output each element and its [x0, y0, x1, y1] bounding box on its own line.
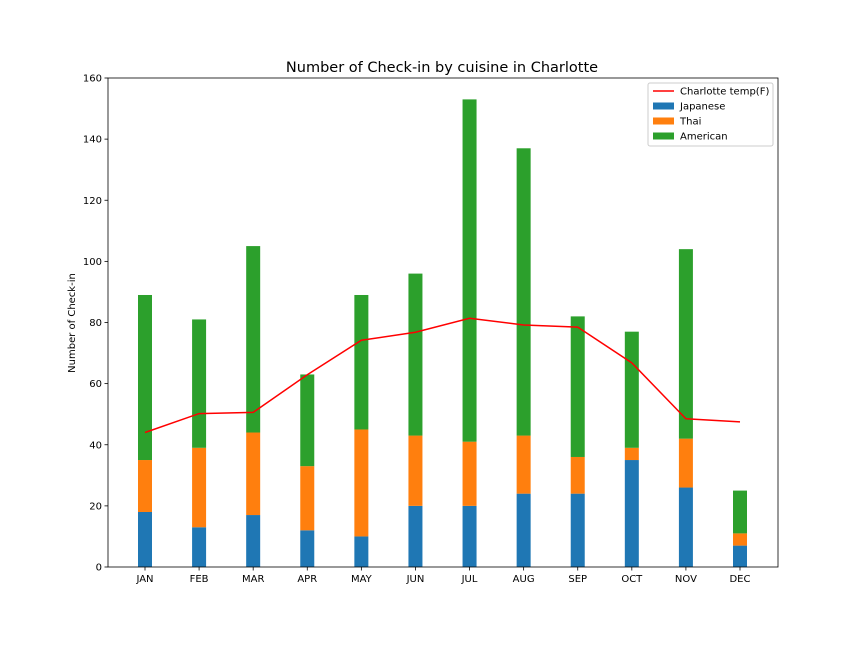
bar-japanese-oct — [624, 460, 639, 567]
bar-thai-feb — [192, 447, 207, 528]
legend-box — [647, 82, 774, 147]
y-tick-label: 80 — [89, 318, 102, 329]
bar-japanese-jan — [138, 511, 152, 567]
bar-japanese-sep — [570, 493, 585, 567]
x-tick-label-mar: MAR — [242, 574, 264, 585]
bar-american-feb — [192, 319, 207, 448]
bar-american-may — [354, 294, 369, 430]
bar-american-jul — [462, 99, 477, 442]
bar-american-apr — [300, 374, 315, 467]
plot-area — [138, 99, 747, 568]
bar-thai-dec — [733, 533, 747, 546]
bar-japanese-jul — [462, 505, 477, 568]
bar-thai-jun — [408, 435, 423, 506]
x-tick-label-may: MAY — [351, 574, 373, 585]
bar-american-dec — [733, 490, 747, 534]
bar-japanese-may — [354, 536, 369, 567]
bar-thai-apr — [300, 466, 315, 531]
legend-label-temp: Charlotte temp(F) — [680, 87, 769, 98]
y-tick-label: 160 — [83, 74, 102, 85]
x-tick-label-jan: JAN — [135, 574, 153, 585]
series-american — [138, 99, 747, 534]
bar-thai-aug — [516, 435, 531, 494]
legend-label-american: American — [680, 132, 728, 143]
x-tick-label-oct: OCT — [621, 574, 643, 585]
bar-thai-oct — [624, 447, 639, 461]
chart-title: Number of Check-in by cuisine in Charlot… — [286, 60, 598, 76]
y-axis-label: Number of Check-in — [67, 273, 78, 373]
bar-american-jun — [408, 273, 423, 436]
bar-japanese-feb — [192, 527, 207, 567]
y-tick-label: 140 — [83, 135, 102, 146]
x-tick-label-dec: DEC — [729, 574, 750, 585]
y-tick-label: 120 — [83, 196, 102, 207]
bar-american-aug — [516, 148, 531, 436]
bar-thai-nov — [678, 438, 693, 488]
legend-swatch-thai — [653, 117, 674, 125]
x-tick-label-feb: FEB — [190, 574, 209, 585]
bar-japanese-nov — [678, 487, 693, 567]
bar-japanese-jun — [408, 505, 423, 568]
bar-american-sep — [570, 316, 585, 457]
bar-thai-may — [354, 429, 369, 537]
axes: 0 20 40 60 80 100 120 140 160 JAN FEB MAR APR MAY JUN J… — [83, 74, 779, 585]
bar-american-mar — [246, 246, 261, 433]
series-japanese — [138, 460, 747, 568]
y-tick-label: 60 — [89, 379, 102, 390]
bar-thai-jan — [138, 460, 152, 512]
legend-label-thai: Thai — [679, 117, 701, 128]
x-tick-label-sep: SEP — [568, 574, 587, 585]
legend-swatch-american — [653, 132, 674, 140]
legend-swatch-japanese — [653, 102, 674, 110]
y-tick-label: 0 — [96, 563, 102, 574]
x-tick-label-apr: APR — [297, 574, 317, 585]
bar-thai-mar — [246, 432, 261, 516]
x-tick-label-jun: JUN — [406, 574, 425, 585]
bar-japanese-dec — [733, 545, 747, 567]
bar-thai-sep — [570, 456, 585, 494]
x-tick-label-aug: AUG — [513, 574, 535, 585]
y-tick-label: 100 — [83, 257, 102, 268]
y-tick-label: 20 — [89, 501, 102, 512]
bar-american-nov — [678, 249, 693, 439]
x-tick-label-nov: NOV — [675, 574, 697, 585]
series-thai — [138, 429, 747, 546]
legend-label-japanese: Japanese — [679, 102, 725, 113]
temp-line — [144, 317, 741, 434]
bar-japanese-apr — [300, 530, 315, 567]
plot-frame — [107, 77, 779, 568]
y-tick-label: 40 — [89, 440, 102, 451]
bar-thai-jul — [462, 441, 477, 506]
x-tick-label-jul: JUL — [461, 574, 478, 585]
bar-japanese-aug — [516, 493, 531, 567]
bar-american-jan — [138, 294, 152, 461]
legend: Charlotte temp(F) Japanese Thai American — [647, 82, 774, 147]
bar-japanese-mar — [246, 515, 261, 567]
bar-american-oct — [624, 331, 639, 448]
